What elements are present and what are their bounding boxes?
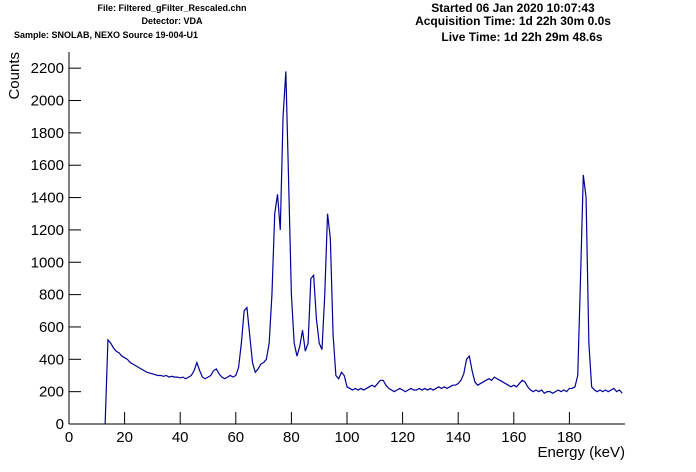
y-tick-label: 800: [39, 287, 64, 304]
spectrum-line: [104, 71, 623, 425]
x-tick-label: 180: [557, 429, 582, 446]
x-tick-label: 20: [116, 429, 133, 446]
y-tick-label: 2200: [31, 60, 64, 77]
y-tick-label: 1200: [31, 222, 64, 239]
file-label: File: Filtered_gFilter_Rescaled.chn: [97, 3, 246, 13]
detector-label: Detector: VDA: [141, 16, 203, 26]
x-tick-label: 120: [390, 429, 415, 446]
x-tick-label: 60: [227, 429, 244, 446]
acq-time-label: Acquisition Time: 1d 22h 30m 0.0s: [415, 14, 611, 28]
y-tick-label: 1000: [31, 254, 64, 271]
y-tick-label: 600: [39, 319, 64, 336]
live-time-label: Live Time: 1d 22h 29m 48.6s: [441, 30, 603, 44]
started-label: Started 06 Jan 2020 10:07:43: [431, 1, 595, 15]
y-axis-label: Counts: [6, 52, 23, 100]
x-tick-label: 140: [446, 429, 471, 446]
y-tick-label: 400: [39, 351, 64, 368]
y-tick-label: 1400: [31, 190, 64, 207]
y-tick-label: 1800: [31, 125, 64, 142]
y-tick-label: 200: [39, 384, 64, 401]
y-tick-label: 1600: [31, 157, 64, 174]
sample-label: Sample: SNOLAB, NEXO Source 19-004-U1: [14, 30, 198, 40]
x-tick-label: 100: [334, 429, 359, 446]
y-tick-label: 2000: [31, 93, 64, 110]
x-tick-label: 40: [172, 429, 189, 446]
x-tick-label: 160: [501, 429, 526, 446]
x-tick-label: 80: [283, 429, 300, 446]
x-axis-label: Energy (keV): [537, 444, 625, 461]
y-tick-label: 0: [56, 416, 64, 433]
x-tick-label: 0: [65, 429, 73, 446]
